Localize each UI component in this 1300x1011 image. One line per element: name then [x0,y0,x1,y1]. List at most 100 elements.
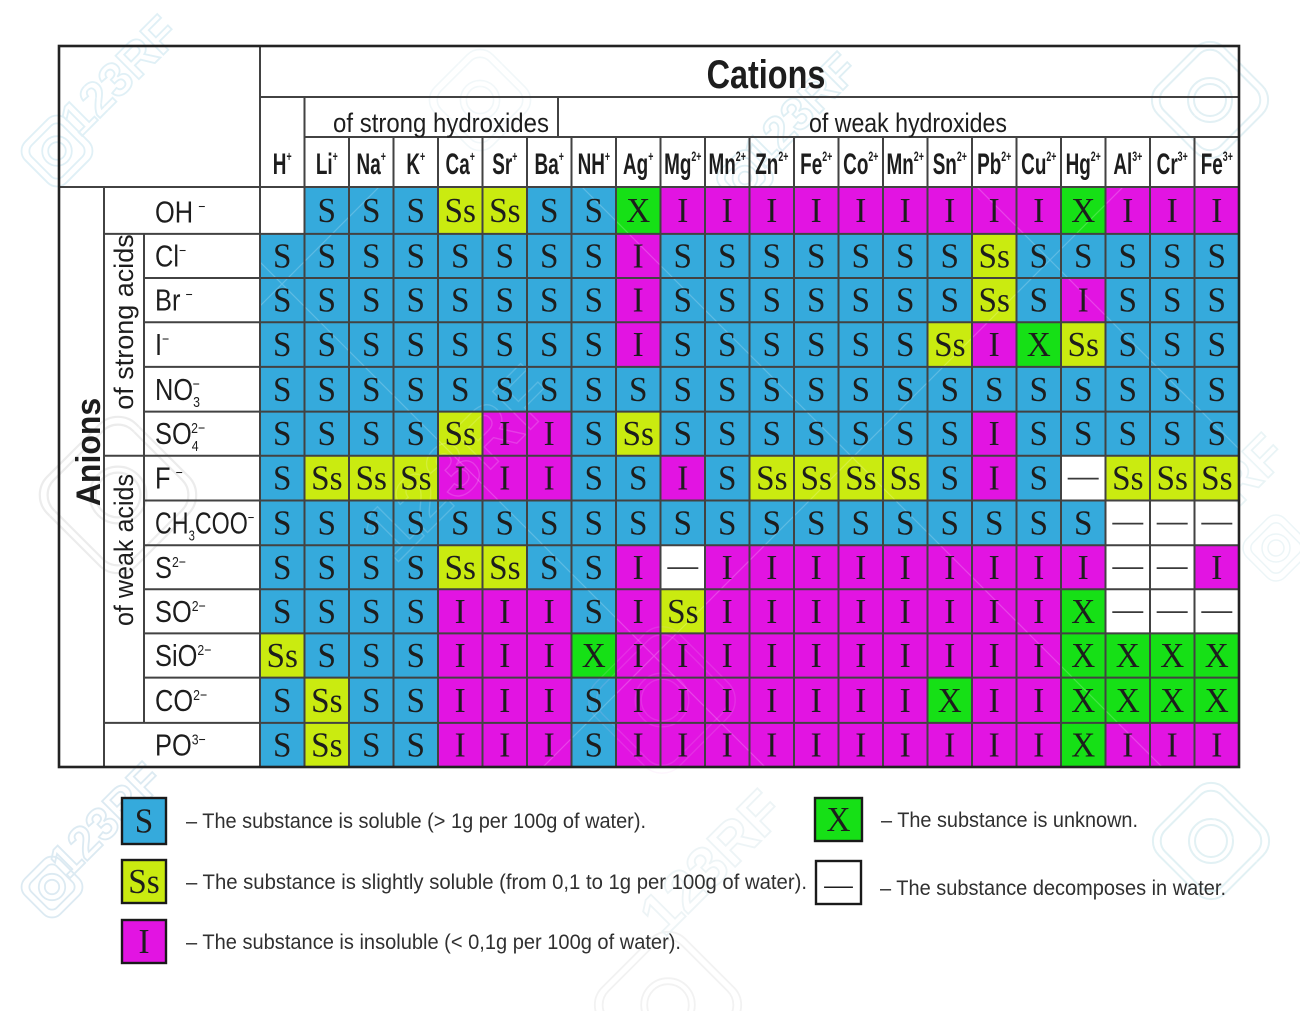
svg-text:Li+: Li+ [316,148,338,182]
svg-text:I: I [1033,549,1044,587]
svg-text:S: S [273,727,291,765]
svg-text:NO3−: NO3− [155,372,200,410]
svg-text:I: I [989,326,1000,364]
svg-text:I: I [989,192,1000,230]
svg-text:S: S [407,192,425,230]
svg-text:S: S [763,371,781,409]
svg-text:Ss: Ss [1156,460,1187,498]
svg-text:S: S [1208,371,1226,409]
svg-text:S: S [896,326,914,364]
svg-text:I: I [944,593,955,631]
svg-text:S: S [273,415,291,453]
svg-text:S: S [540,371,558,409]
svg-text:X: X [1205,682,1229,720]
svg-text:S: S [852,238,870,276]
svg-text:I: I [499,415,510,453]
svg-text:S: S [807,505,825,543]
svg-text:I: I [677,192,688,230]
svg-text:I: I [855,192,866,230]
svg-text:S: S [407,593,425,631]
svg-text:S: S [585,549,603,587]
svg-text:S: S [941,371,959,409]
svg-text:S: S [718,238,736,276]
svg-text:I: I [722,682,733,720]
svg-text:Ss: Ss [667,593,698,631]
svg-text:I: I [855,593,866,631]
svg-text:Ss: Ss [978,282,1009,320]
svg-text:Ss: Ss [311,727,342,765]
svg-text:S: S [852,415,870,453]
svg-text:I: I [722,549,733,587]
svg-text:I: I [455,637,466,675]
svg-text:S: S [585,371,603,409]
svg-text:of weak acids: of weak acids [108,474,139,626]
svg-text:I−: I− [155,328,169,363]
svg-text:S: S [451,326,469,364]
svg-text:S: S [941,282,959,320]
svg-text:Ss: Ss [266,637,297,675]
svg-text:S: S [1163,415,1181,453]
svg-text:– The substance is soluble (>: – The substance is soluble (> 1g per 100… [186,810,646,833]
svg-text:– The substance is unknown.: – The substance is unknown. [881,809,1138,832]
svg-text:S: S [407,282,425,320]
svg-text:Ss: Ss [444,192,475,230]
svg-text:Br −: Br − [155,283,193,318]
svg-text:I: I [855,637,866,675]
svg-text:S: S [1208,415,1226,453]
svg-text:I: I [766,593,777,631]
svg-text:X: X [1205,637,1229,675]
svg-text:S: S [1074,415,1092,453]
svg-text:Sn2+: Sn2+ [933,148,967,182]
svg-text:I: I [944,549,955,587]
svg-text:I: I [811,727,822,765]
svg-text:I: I [544,415,555,453]
svg-text:—: — [1067,456,1099,494]
svg-text:S: S [674,371,692,409]
svg-text:S: S [807,282,825,320]
svg-text:S: S [362,682,380,720]
svg-text:S: S [585,593,603,631]
svg-text:I: I [722,727,733,765]
svg-text:Ss: Ss [128,863,159,901]
svg-text:Ss: Ss [978,238,1009,276]
svg-text:I: I [677,727,688,765]
svg-text:S: S [763,505,781,543]
svg-text:I: I [855,549,866,587]
svg-text:I: I [633,326,644,364]
svg-text:I: I [989,682,1000,720]
svg-text:S: S [1208,282,1226,320]
svg-text:– The substance is insoluble (: – The substance is insoluble (< 0,1g per… [186,931,681,954]
svg-text:S: S [540,282,558,320]
svg-text:Mn2+: Mn2+ [709,148,746,182]
svg-text:I: I [766,549,777,587]
svg-text:Ca+: Ca+ [446,148,475,182]
svg-text:I: I [455,593,466,631]
svg-text:I: I [499,727,510,765]
svg-text:Ss: Ss [400,460,431,498]
svg-text:S: S [718,460,736,498]
svg-text:Ss: Ss [800,460,831,498]
svg-text:S: S [1163,238,1181,276]
svg-text:X: X [938,682,962,720]
svg-text:I: I [499,637,510,675]
svg-text:I: I [766,682,777,720]
svg-text:S: S [318,637,336,675]
svg-text:—: — [1156,589,1188,627]
svg-text:S: S [318,282,336,320]
svg-text:S: S [407,415,425,453]
svg-text:I: I [1211,192,1222,230]
svg-text:S: S [852,505,870,543]
svg-text:S: S [852,371,870,409]
svg-text:CH3COO−: CH3COO− [155,505,255,544]
svg-text:I: I [633,238,644,276]
svg-text:Ss: Ss [311,460,342,498]
svg-text:I: I [900,192,911,230]
svg-text:S: S [674,282,692,320]
svg-text:S: S [629,460,647,498]
svg-text:S: S [273,371,291,409]
svg-text:I: I [944,727,955,765]
svg-text:S: S [896,371,914,409]
svg-text:I: I [944,637,955,675]
svg-text:I: I [499,682,510,720]
svg-text:S: S [540,326,558,364]
